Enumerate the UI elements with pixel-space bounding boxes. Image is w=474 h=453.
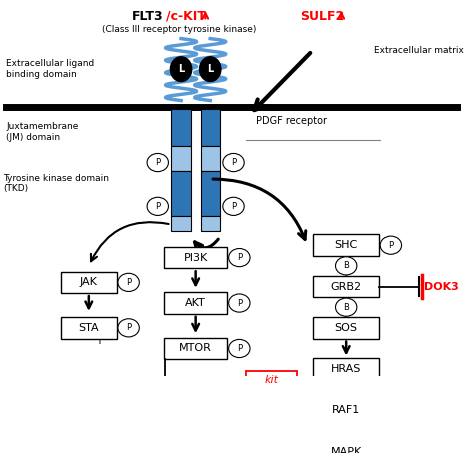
Bar bbox=[313, 441, 379, 453]
Text: P: P bbox=[231, 202, 236, 211]
Text: T: T bbox=[96, 336, 101, 346]
Text: P: P bbox=[388, 241, 393, 250]
Text: Juxtamembrane
(JM) domain: Juxtamembrane (JM) domain bbox=[6, 122, 79, 142]
Text: P: P bbox=[126, 278, 131, 287]
Text: FLT3: FLT3 bbox=[132, 10, 164, 23]
Text: /c-KIT: /c-KIT bbox=[165, 10, 205, 23]
Text: Extracellular ligand
binding domain: Extracellular ligand binding domain bbox=[6, 59, 94, 79]
Circle shape bbox=[223, 154, 244, 172]
Bar bbox=[164, 292, 227, 314]
Bar bbox=[61, 272, 117, 293]
Circle shape bbox=[118, 319, 139, 337]
Text: MTOR: MTOR bbox=[179, 343, 212, 353]
Circle shape bbox=[336, 298, 357, 316]
Text: RAF1: RAF1 bbox=[332, 405, 360, 415]
Text: Extracellular matrix: Extracellular matrix bbox=[374, 47, 464, 55]
Text: P: P bbox=[155, 158, 160, 167]
Text: P: P bbox=[237, 253, 242, 262]
Circle shape bbox=[228, 294, 250, 312]
Text: Tyrosine kinase domain
(TKD): Tyrosine kinase domain (TKD) bbox=[3, 173, 109, 193]
Text: STA: STA bbox=[79, 323, 99, 333]
Bar bbox=[172, 216, 191, 231]
Bar bbox=[313, 235, 379, 256]
Bar bbox=[172, 146, 191, 171]
Circle shape bbox=[147, 154, 168, 172]
Bar bbox=[201, 216, 220, 231]
Bar bbox=[201, 171, 220, 216]
Circle shape bbox=[228, 249, 250, 267]
Bar bbox=[172, 171, 191, 216]
Text: GRB2: GRB2 bbox=[331, 281, 362, 292]
Text: L: L bbox=[207, 64, 213, 74]
Circle shape bbox=[147, 197, 168, 216]
Text: HRAS: HRAS bbox=[331, 364, 361, 374]
Bar bbox=[201, 146, 220, 171]
Text: L: L bbox=[178, 64, 184, 74]
Circle shape bbox=[380, 236, 401, 254]
Circle shape bbox=[336, 257, 357, 275]
Text: P: P bbox=[237, 299, 242, 308]
Bar bbox=[172, 109, 191, 146]
Bar bbox=[313, 276, 379, 297]
Text: kit: kit bbox=[264, 375, 278, 385]
Circle shape bbox=[228, 339, 250, 357]
Bar bbox=[61, 317, 117, 338]
Text: PI3K: PI3K bbox=[183, 253, 208, 263]
Ellipse shape bbox=[200, 57, 221, 82]
Bar bbox=[164, 338, 227, 359]
Bar bbox=[246, 371, 297, 389]
Text: AKT: AKT bbox=[185, 298, 206, 308]
Text: SULF2: SULF2 bbox=[300, 10, 344, 23]
Text: DOK3: DOK3 bbox=[424, 281, 459, 292]
Text: B: B bbox=[343, 303, 349, 312]
Bar bbox=[313, 358, 379, 380]
Text: B: B bbox=[343, 261, 349, 270]
Bar bbox=[313, 400, 379, 421]
Circle shape bbox=[223, 197, 244, 216]
Bar bbox=[313, 317, 379, 338]
Text: MAPK: MAPK bbox=[330, 447, 362, 453]
Text: P: P bbox=[231, 158, 236, 167]
Text: P: P bbox=[126, 323, 131, 333]
Text: P: P bbox=[237, 344, 242, 353]
Text: PDGF receptor: PDGF receptor bbox=[256, 116, 327, 126]
Text: SHC: SHC bbox=[335, 240, 358, 250]
Bar bbox=[201, 109, 220, 146]
Text: JAK: JAK bbox=[80, 277, 98, 287]
Bar bbox=[164, 247, 227, 268]
Ellipse shape bbox=[170, 57, 192, 82]
Text: (Class III receptor tyrosine kinase): (Class III receptor tyrosine kinase) bbox=[102, 25, 256, 34]
Text: P: P bbox=[155, 202, 160, 211]
Text: SOS: SOS bbox=[335, 323, 358, 333]
Circle shape bbox=[118, 273, 139, 291]
